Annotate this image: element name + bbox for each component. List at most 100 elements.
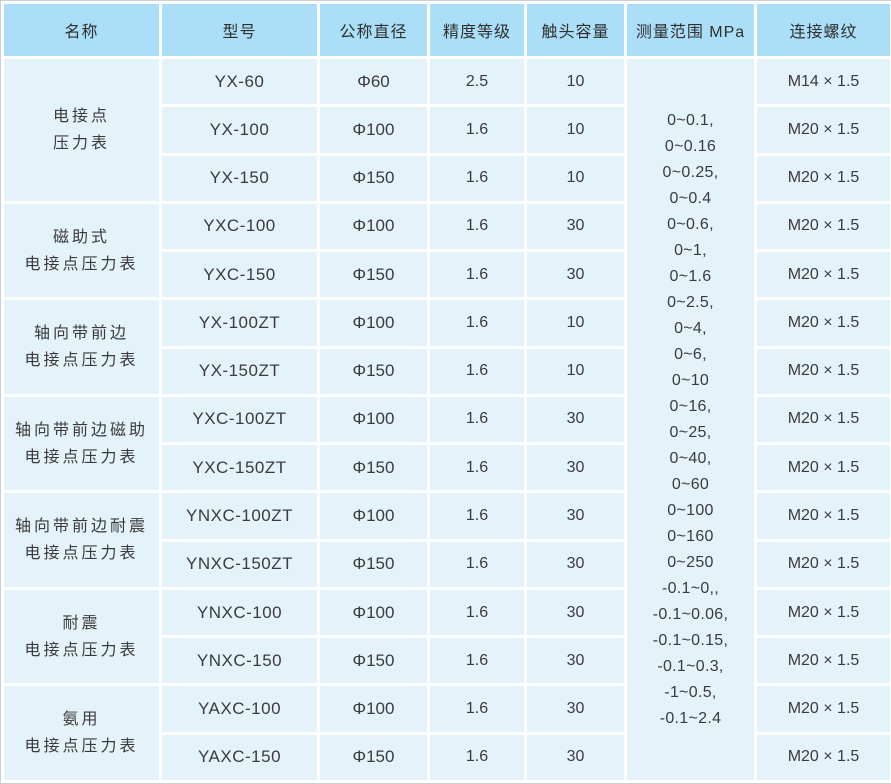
accuracy-cell: 1.6	[427, 586, 527, 639]
capacity-cell: 30	[524, 442, 627, 494]
accuracy-cell: 1.6	[427, 345, 527, 397]
model-cell: YX-100	[159, 104, 320, 156]
diameter-cell: Φ150	[317, 442, 430, 494]
capacity-cell: 10	[524, 297, 627, 349]
table-row: 耐震 电接点压力表 YNXC-100 Φ100 1.6 30 M20 × 1.5	[1, 586, 891, 687]
diameter-cell: Φ100	[317, 104, 430, 156]
thread-cell: M20 × 1.5	[754, 345, 891, 397]
accuracy-cell: 1.6	[427, 538, 527, 590]
table-row: YX-150 Φ150 1.6 10 M20 × 1.5	[3, 152, 891, 204]
capacity-cell: 30	[524, 586, 627, 639]
capacity-cell: 30	[524, 538, 627, 590]
capacity-cell: 30	[524, 731, 627, 784]
diameter-cell: Φ100	[317, 393, 430, 446]
measuring-range-line: 0~6,	[674, 345, 707, 363]
thread-cell: M20 × 1.5	[754, 635, 891, 687]
accuracy-cell: 1.6	[427, 297, 527, 349]
product-name-line: 电接点	[52, 107, 110, 125]
model-cell: YXC-150	[159, 249, 320, 301]
diameter-cell: Φ150	[317, 731, 430, 784]
thread-cell: M20 × 1.5	[754, 393, 891, 446]
column-header-thread: 连接螺纹	[754, 1, 891, 59]
measuring-range-line: 0~0.4	[669, 189, 712, 207]
measuring-range-line: -0.1~0.06,	[652, 605, 729, 623]
model-cell: YX-150	[159, 152, 320, 204]
accuracy-cell: 1.6	[427, 490, 527, 542]
table-row: 轴向带前边 电接点压力表 YX-100ZT Φ100 1.6 10 M20 × 1.5	[1, 297, 891, 397]
measuring-range-cell: 0~0.1, 0~0.16 0~0.25, 0~0.4 0~0.6, 0~1, 0~1.6 0…	[624, 56, 757, 783]
column-header-capacity: 触头容量	[524, 1, 627, 59]
diameter-cell: Φ150	[317, 249, 430, 301]
thread-cell: M20 × 1.5	[754, 297, 891, 349]
table-row: YX-150ZT Φ150 1.6 10 M20 × 1.5	[3, 345, 891, 397]
table-header-row: 名称 型号 公称直径 精度等级 触头容量 测量范围 MPa 连接螺纹	[1, 1, 891, 59]
measuring-range-line: 0~2.5,	[667, 293, 714, 311]
product-name-line: 磁助式	[52, 228, 110, 246]
table-row: 磁助式 电接点压力表 YXC-100 Φ100 1.6 30 M20 × 1.5	[1, 200, 891, 301]
product-name-line: 耐震	[62, 614, 101, 632]
capacity-cell: 10	[524, 104, 627, 156]
diameter-cell: Φ100	[317, 683, 430, 735]
model-cell: YX-60	[159, 55, 320, 108]
thread-cell: M20 × 1.5	[754, 538, 891, 590]
thread-cell: M20 × 1.5	[754, 586, 891, 639]
product-name-line: 电接点压力表	[24, 545, 139, 563]
measuring-range-line: -0.1~0.15,	[652, 631, 729, 649]
thread-cell: M20 × 1.5	[754, 490, 891, 542]
diameter-cell: Φ150	[317, 635, 430, 687]
thread-cell: M20 × 1.5	[754, 731, 891, 784]
capacity-cell: 10	[524, 345, 627, 397]
diameter-cell: Φ100	[317, 200, 430, 253]
table-row: 氨用 电接点压力表 YAXC-100 Φ100 1.6 30 M20 × 1.5	[1, 683, 891, 783]
measuring-range-line: 0~60	[671, 475, 710, 493]
thread-cell: M20 × 1.5	[754, 152, 891, 204]
product-name-cell: 轴向带前边耐震 电接点压力表	[1, 490, 162, 590]
thread-cell: M20 × 1.5	[754, 104, 891, 156]
measuring-range-line: 0~0.25,	[662, 163, 719, 181]
product-name-cell: 耐震 电接点压力表	[1, 586, 162, 687]
accuracy-cell: 1.6	[427, 249, 527, 301]
product-name-line: 电接点压力表	[24, 448, 139, 466]
product-name-line: 电接点压力表	[24, 352, 139, 370]
model-cell: YXC-100ZT	[159, 393, 320, 446]
table-row: YXC-150 Φ150 1.6 30 M20 × 1.5	[3, 249, 891, 301]
column-header-diameter: 公称直径	[317, 1, 430, 59]
model-cell: YXC-100	[159, 200, 320, 253]
column-header-model: 型号	[159, 1, 320, 59]
accuracy-cell: 1.6	[427, 635, 527, 687]
capacity-cell: 10	[524, 152, 627, 204]
model-cell: YNXC-150ZT	[159, 538, 320, 590]
diameter-cell: Φ100	[317, 297, 430, 349]
capacity-cell: 30	[524, 490, 627, 542]
table-row: YX-100 Φ100 1.6 10 M20 × 1.5	[3, 104, 891, 156]
product-name-line: 电接点压力表	[24, 738, 139, 756]
accuracy-cell: 1.6	[427, 104, 527, 156]
diameter-cell: Φ150	[317, 152, 430, 204]
diameter-cell: Φ150	[317, 538, 430, 590]
model-cell: YX-100ZT	[159, 297, 320, 349]
product-name-line: 压力表	[52, 134, 110, 152]
column-header-accuracy: 精度等级	[427, 1, 527, 59]
model-cell: YNXC-100ZT	[159, 490, 320, 542]
accuracy-cell: 1.6	[427, 152, 527, 204]
thread-cell: M20 × 1.5	[754, 200, 891, 253]
capacity-cell: 30	[524, 393, 627, 446]
diameter-cell: Φ150	[317, 345, 430, 397]
thread-cell: M20 × 1.5	[754, 683, 891, 735]
product-name-line: 电接点压力表	[24, 255, 139, 273]
thread-cell: M20 × 1.5	[754, 249, 891, 301]
thread-cell: M14 × 1.5	[754, 55, 891, 108]
measuring-range-line: 0~4,	[674, 319, 707, 337]
table-body: 电接点 压力表 YX-60 Φ60 2.5 10 0~0.1, 0~0.16 0~0.25, 0~…	[1, 55, 891, 784]
capacity-cell: 30	[524, 635, 627, 687]
accuracy-cell: 1.6	[427, 200, 527, 253]
capacity-cell: 30	[524, 683, 627, 735]
measuring-range-line: -0.1~2.4	[659, 709, 722, 727]
measuring-range-line: 0~25,	[669, 423, 712, 441]
measuring-range-line: 0~1,	[674, 241, 707, 259]
accuracy-cell: 1.6	[427, 393, 527, 446]
accuracy-cell: 2.5	[427, 55, 527, 108]
model-cell: YX-150ZT	[159, 345, 320, 397]
model-cell: YXC-150ZT	[159, 442, 320, 494]
